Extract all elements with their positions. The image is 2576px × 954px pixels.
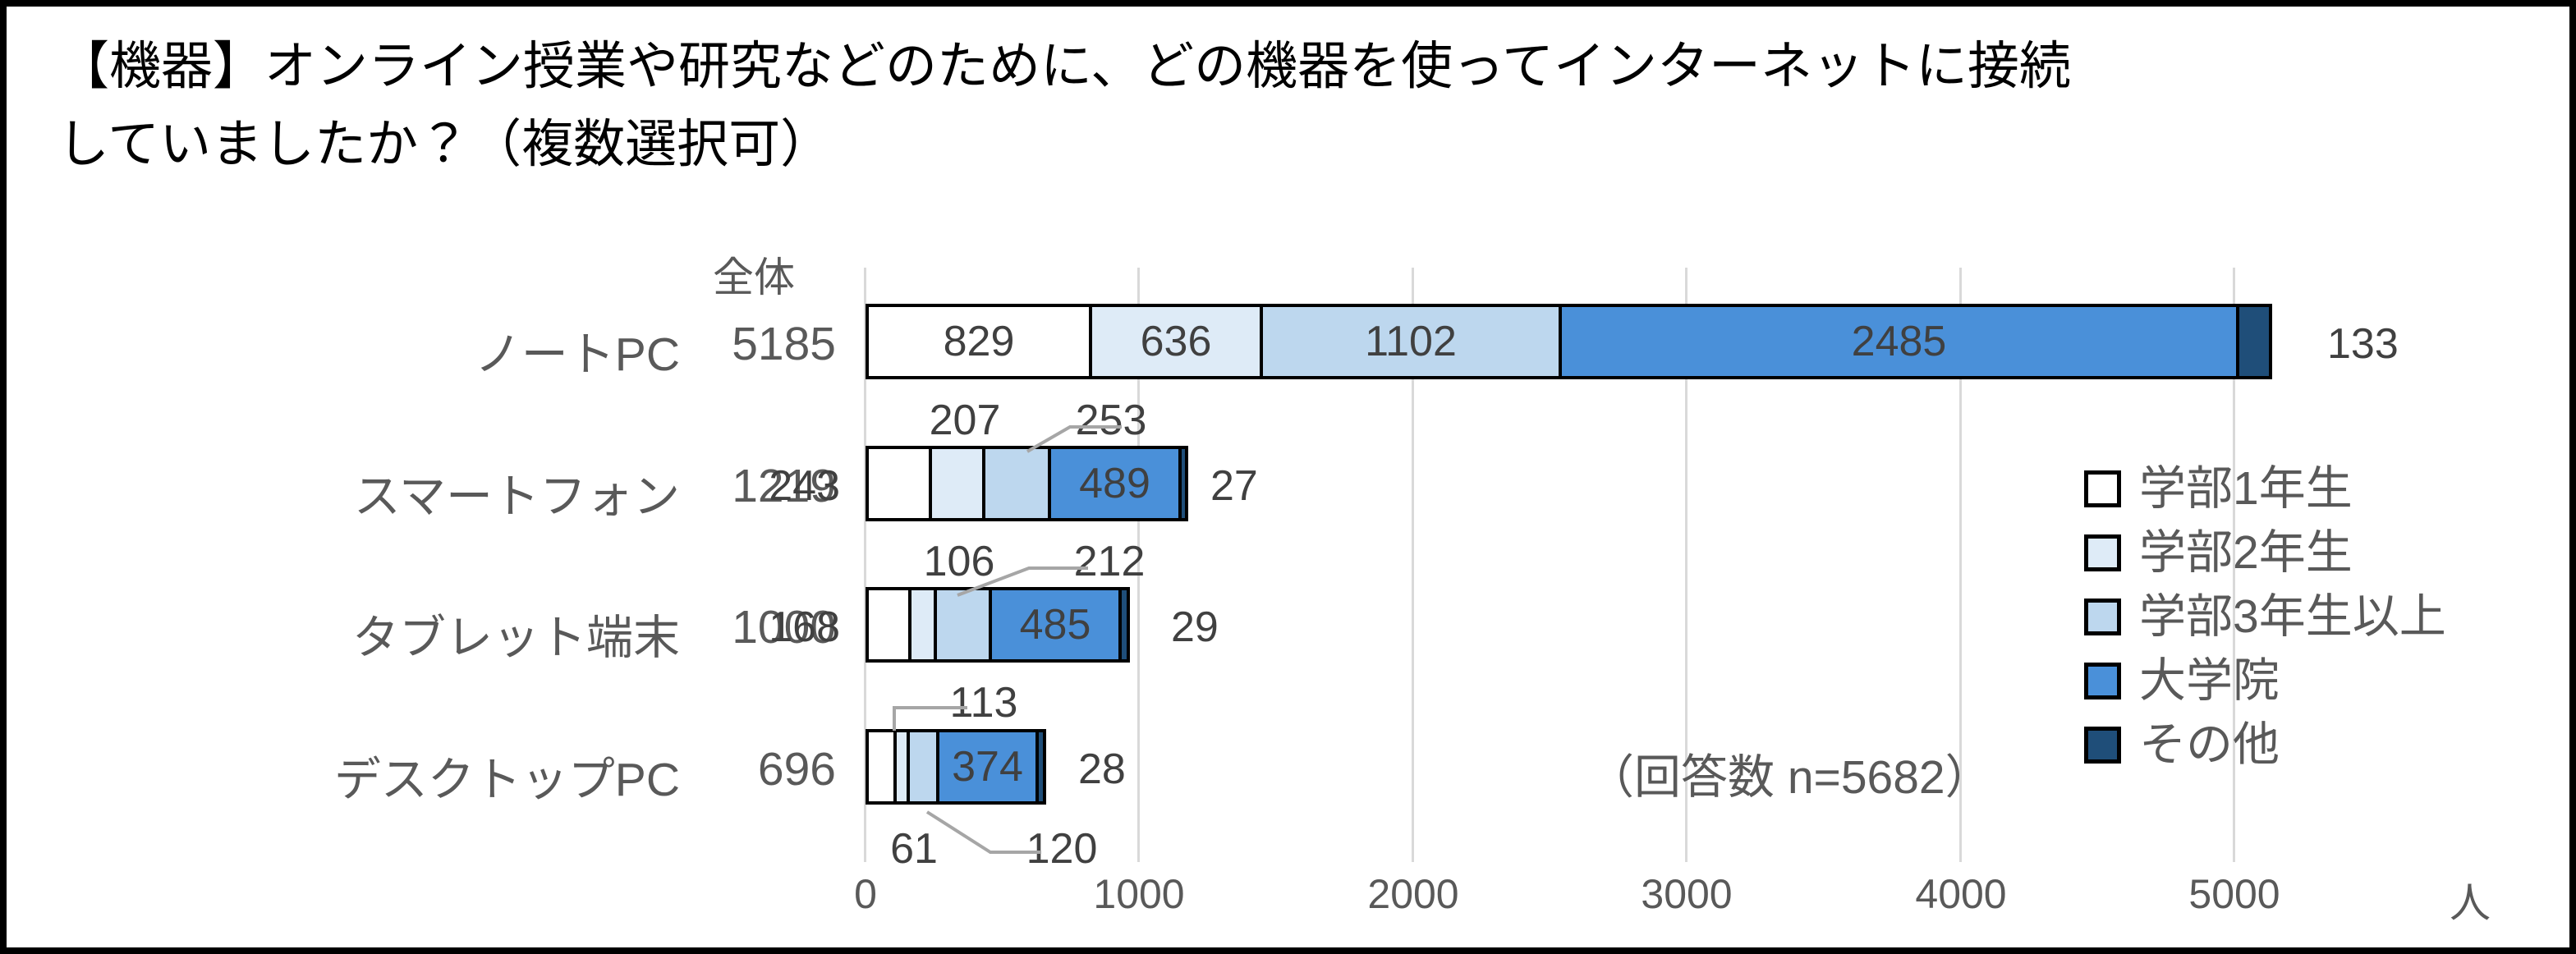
bar-value-smartphone-daigakuin: 489	[1079, 460, 1150, 507]
bar-segment-desktop-pc-daigakuin: 374	[936, 729, 1039, 805]
bar-segment-note-pc-gakubu3: 1102	[1260, 304, 1562, 379]
bar-segment-smartphone-gakubu3	[982, 446, 1051, 521]
legend-swatch-icon-gakubu1	[2084, 470, 2121, 507]
bar-segment-note-pc-gakubu2: 636	[1089, 304, 1263, 379]
bar-segment-smartphone-sonota	[1178, 446, 1188, 521]
bar-value-note-pc-gakubu2: 636	[1140, 318, 1212, 365]
bar-value-note-pc-sonota: 133	[2327, 320, 2399, 368]
response-count-annotation: （回答数 n=5682）	[1587, 751, 1992, 804]
category-total-desktop-pc: 696	[757, 743, 836, 796]
bar-segment-smartphone-gakubu1	[866, 446, 932, 521]
bar-value-note-pc-gakubu1: 829	[943, 318, 1015, 365]
bar-value-desktop-pc-daigakuin: 374	[952, 743, 1023, 791]
legend-label-gakubu1: 学部1年生	[2139, 461, 2353, 515]
bar-value-smartphone-gakubu3: 253	[1075, 397, 1147, 444]
bar-segment-tablet-gakubu1	[866, 587, 911, 663]
bar-value-desktop-pc-sonota: 28	[1078, 745, 1126, 793]
bar-segment-smartphone-gakubu2	[929, 446, 985, 521]
bar-row-smartphone: 489	[866, 446, 1188, 521]
bar-value-tablet-sonota: 29	[1171, 603, 1219, 651]
legend-label-gakubu2: 学部2年生	[2139, 525, 2353, 579]
bar-segment-note-pc-sonota	[2236, 304, 2272, 379]
category-label-smartphone: スマートフォン	[353, 470, 680, 523]
bar-value-desktop-pc-gakubu3: 120	[1026, 825, 1098, 873]
chart-title-line-2: していましたか？（複数選択可）	[57, 116, 833, 173]
chart-title: 【機器】オンライン授業や研究などのために、どの機器を使ってインターネットに接続 …	[57, 28, 2521, 184]
bar-row-tablet: 485	[866, 587, 1130, 663]
gridline-3000	[1685, 268, 1687, 862]
legend-item-sonota[interactable]: その他	[2084, 713, 2446, 777]
x-axis-unit-label: 人	[2450, 880, 2491, 926]
bar-row-desktop-pc: 374	[866, 729, 1046, 805]
bar-segment-tablet-sonota	[1118, 587, 1130, 663]
total-column-header: 全体	[713, 255, 795, 300]
bar-segment-desktop-pc-gakubu1	[866, 729, 897, 805]
legend-item-gakubu2[interactable]: 学部2年生	[2084, 521, 2446, 585]
gridline-1000	[1137, 268, 1140, 862]
bar-segment-desktop-pc-sonota	[1035, 729, 1046, 805]
bar-value-note-pc-daigakuin: 2485	[1851, 318, 1947, 365]
bar-segment-note-pc-gakubu1: 829	[866, 304, 1092, 379]
bar-segment-tablet-gakubu2	[908, 587, 937, 663]
x-tick-0: 0	[854, 871, 877, 917]
chart-legend: 学部1年生 学部2年生 学部3年生以上 大学院 その他	[2084, 456, 2446, 777]
bar-value-tablet-gakubu2: 106	[923, 538, 995, 585]
category-total-tablet: 1000	[732, 601, 836, 654]
legend-item-gakubu1[interactable]: 学部1年生	[2084, 456, 2446, 521]
bar-segment-desktop-pc-gakubu3	[907, 729, 939, 805]
x-tick-4000: 4000	[1915, 871, 2007, 917]
legend-label-sonota: その他	[2139, 718, 2280, 771]
legend-item-daigakuin[interactable]: 大学院	[2084, 649, 2446, 713]
gridline-0	[864, 268, 866, 862]
gridline-4000	[1959, 268, 1962, 862]
bar-value-desktop-pc-gakubu2: 61	[890, 825, 938, 873]
bar-value-desktop-pc-gakubu1: 113	[949, 679, 1018, 727]
x-tick-3000: 3000	[1641, 871, 1733, 917]
legend-swatch-icon-daigakuin	[2084, 662, 2121, 699]
bar-value-smartphone-gakubu2: 207	[929, 397, 1001, 444]
bar-segment-tablet-gakubu3	[934, 587, 992, 663]
category-label-tablet: タブレット端末	[352, 612, 680, 664]
bar-value-tablet-gakubu3: 212	[1073, 538, 1146, 585]
bar-value-smartphone-sonota: 27	[1210, 462, 1258, 510]
category-label-desktop-pc: デスクトップPC	[333, 754, 680, 806]
legend-label-gakubu3: 学部3年生以上	[2139, 589, 2446, 643]
legend-swatch-icon-sonota	[2084, 726, 2121, 764]
gridline-5000	[2233, 268, 2235, 862]
category-label-note-pc: ノートPC	[474, 328, 680, 381]
category-total-smartphone: 1219	[732, 460, 836, 512]
plot-area: 0 1000 2000 3000 4000 5000 人 全体 ノートPC 51…	[7, 7, 2569, 947]
legend-swatch-icon-gakubu3	[2084, 598, 2121, 635]
x-tick-5000: 5000	[2188, 871, 2280, 917]
bar-segment-tablet-daigakuin: 485	[989, 587, 1122, 663]
bar-segment-smartphone-daigakuin: 489	[1048, 446, 1182, 521]
bar-value-smartphone-gakubu1: 243	[769, 462, 840, 510]
legend-label-daigakuin: 大学院	[2139, 654, 2280, 707]
legend-item-gakubu3[interactable]: 学部3年生以上	[2084, 585, 2446, 649]
bar-value-tablet-daigakuin: 485	[1019, 601, 1091, 649]
bar-segment-note-pc-daigakuin: 2485	[1559, 304, 2239, 379]
category-total-note-pc: 5185	[732, 318, 836, 370]
bar-value-tablet-gakubu1: 168	[769, 603, 840, 651]
gridline-2000	[1412, 268, 1414, 862]
chart-title-line-1: 【機器】オンライン授業や研究などのために、どの機器を使ってインターネットに接続	[57, 38, 2071, 95]
bar-row-note-pc: 829 636 1102 2485	[866, 304, 2272, 379]
x-tick-1000: 1000	[1093, 871, 1185, 917]
bar-value-note-pc-gakubu3: 1102	[1365, 318, 1457, 365]
legend-swatch-icon-gakubu2	[2084, 534, 2121, 571]
x-tick-2000: 2000	[1367, 871, 1459, 917]
